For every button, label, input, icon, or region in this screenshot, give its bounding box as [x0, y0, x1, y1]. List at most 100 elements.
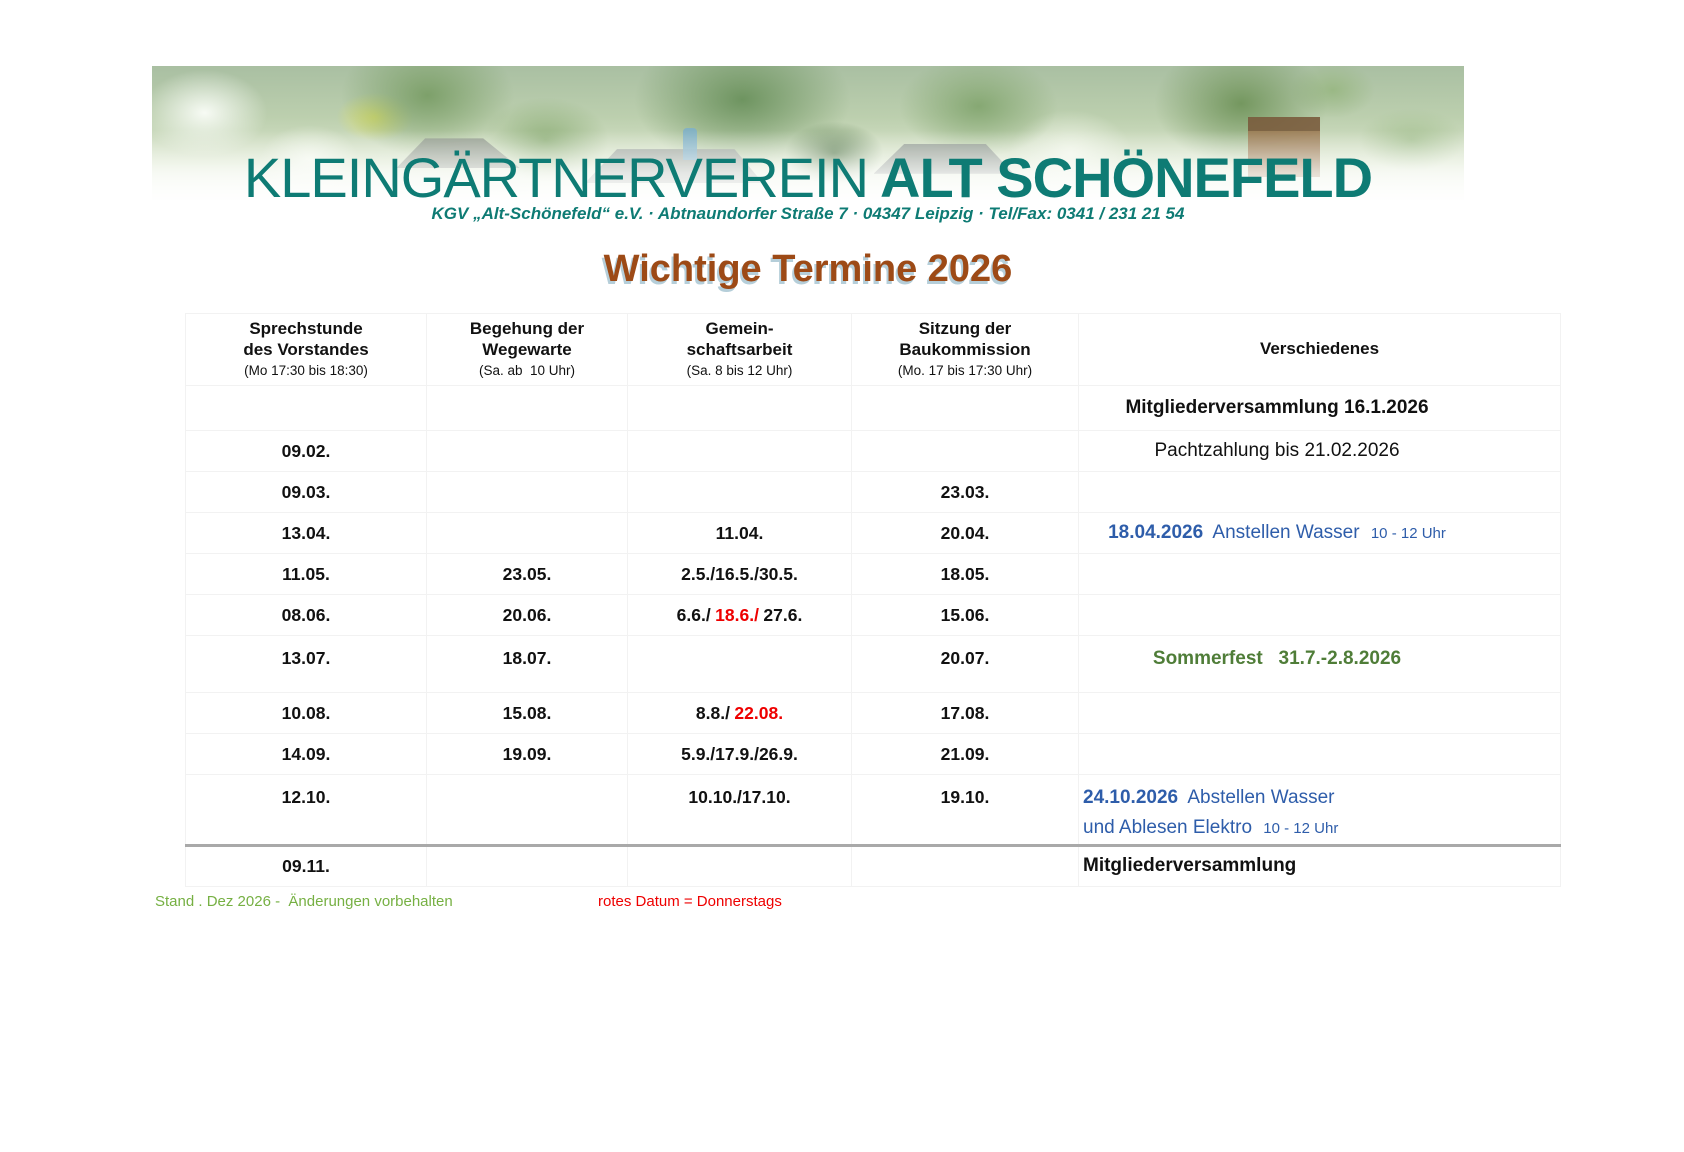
footer-red-legend: rotes Datum = Donnerstags	[598, 892, 782, 910]
table-cell: 21.09.	[851, 733, 1079, 775]
cell-text: 10.10./17.10.	[688, 787, 791, 807]
cell-line: 09.02.	[186, 437, 426, 466]
banner-fade-overlay	[152, 66, 1464, 200]
table-cell	[1078, 733, 1561, 775]
table-cell: 20.06.	[426, 594, 628, 636]
table-cell: 11.05.	[185, 553, 427, 595]
table-cell: 13.07.	[185, 635, 427, 693]
cell-text: 19.09.	[502, 743, 552, 764]
table-cell: 18.07.	[426, 635, 628, 693]
table-cell: 6.6./ 18.6./ 27.6.	[627, 594, 852, 636]
table-cell: 2.5./16.5./30.5.	[627, 553, 852, 595]
table-header: Sprechstunde des Vorstandes (Mo 17:30 bis …	[185, 313, 1561, 386]
page: KLEINGÄRTNERVEREIN ALT SCHÖNEFELD KGV „Al…	[152, 0, 1561, 915]
cell-line: 13.07.	[186, 644, 426, 673]
table-cell: 5.9./17.9./26.9.	[627, 733, 852, 775]
cell-line: Mitgliederversammlung 16.1.2026	[1079, 393, 1475, 423]
column-header-title: Verschiedenes	[1259, 339, 1380, 359]
cell-text: 22.08.	[734, 702, 784, 723]
table-cell: 14.09.	[185, 733, 427, 775]
column-header-subtitle: (Sa. 8 bis 12 Uhr)	[686, 362, 793, 378]
table-cell	[627, 471, 852, 513]
cell-text: 6.6./	[676, 604, 711, 625]
table-cell: 23.05.	[426, 553, 628, 595]
club-name-heading: KLEINGÄRTNERVEREIN ALT SCHÖNEFELD	[152, 150, 1464, 206]
table-row: 09.02. Pachtzahlung bis 21.02.2026	[185, 430, 1561, 472]
column-header-subtitle: (Sa. ab 10 Uhr)	[478, 362, 576, 378]
cell-text: 21.09.	[940, 743, 990, 764]
cell-text: 14.09.	[281, 743, 331, 764]
cell-line: 13.04.	[186, 519, 426, 548]
table-cell: 10.08.	[185, 692, 427, 734]
cell-text: 09.11.	[282, 855, 330, 876]
column-header: Verschiedenes	[1078, 313, 1561, 386]
cell-line: 2.5./16.5./30.5.	[628, 560, 851, 589]
table-row: 13.04. 11.04. 20.04. 18.04.2026 Anstelle…	[185, 512, 1561, 554]
cell-text: 11.05.	[282, 563, 330, 584]
table-cell	[851, 430, 1079, 472]
column-header-title: Begehung der	[469, 319, 585, 339]
cell-text: 24.10.2026	[1083, 787, 1179, 808]
cell-text: 13.07.	[281, 648, 331, 668]
cell-line: Sommerfest 31.7.-2.8.2026	[1079, 644, 1475, 674]
table-cell: 13.04.	[185, 512, 427, 554]
table-cell: 09.02.	[185, 430, 427, 472]
table-cell	[1078, 594, 1561, 636]
footer-stand-note: Stand . Dez 2026 - Änderungen vorbehalte…	[155, 892, 453, 910]
cell-text: 27.6.	[763, 604, 803, 625]
footnotes: Stand . Dez 2026 - Änderungen vorbehalte…	[152, 893, 1464, 915]
table-cell: 08.06.	[185, 594, 427, 636]
column-header-subtitle: (Mo. 17 bis 17:30 Uhr)	[897, 362, 1033, 378]
cell-line: 11.04.	[628, 519, 851, 548]
table-row: 10.08. 15.08. 8.8./ 22.08. 17.08.	[185, 692, 1561, 734]
table-cell: 19.09.	[426, 733, 628, 775]
cell-line: 18.05.	[852, 560, 1078, 589]
table-cell: 19.10.	[851, 774, 1079, 846]
table-cell: 09.11.	[185, 843, 427, 887]
table-cell	[426, 385, 628, 431]
club-name-regular: KLEINGÄRTNERVEREIN	[243, 146, 869, 209]
table-cell: 10.10./17.10.	[627, 774, 852, 846]
cell-line: 19.09.	[427, 740, 627, 769]
cell-text: 09.02.	[281, 440, 331, 461]
cell-line: 15.08.	[427, 699, 627, 728]
banner-photo: KLEINGÄRTNERVEREIN ALT SCHÖNEFELD	[152, 66, 1464, 206]
cell-text: 10 - 12 Uhr	[1370, 524, 1446, 542]
cell-text: Mitgliederversammlung 16.1.2026	[1125, 396, 1429, 418]
cell-text: 19.10.	[940, 787, 990, 807]
table-cell: 09.03.	[185, 471, 427, 513]
cell-line: Mitgliederversammlung	[1083, 851, 1560, 881]
table-cell: 15.08.	[426, 692, 628, 734]
cell-text: 18.05.	[940, 563, 990, 584]
table-cell	[185, 385, 427, 431]
cell-line: 24.10.2026 Abstellen Wasser	[1083, 783, 1560, 813]
cell-text: 20.06.	[502, 604, 552, 625]
table-header-row: Sprechstunde des Vorstandes (Mo 17:30 bis …	[185, 313, 1561, 386]
cell-line: 21.09.	[852, 740, 1078, 769]
column-header-title: Baukommission	[899, 340, 1031, 360]
column-header-title: Sitzung der	[918, 319, 1012, 339]
table-cell: 20.07.	[851, 635, 1079, 693]
cell-line: 15.06.	[852, 601, 1078, 630]
table-cell: 24.10.2026 Abstellen Wasser und Ablesen …	[1078, 774, 1561, 846]
cell-line: 8.8./ 22.08.	[628, 699, 851, 728]
table-cell	[426, 774, 628, 846]
cell-text: 09.03.	[281, 481, 331, 502]
cell-text: 18.04.2026	[1108, 521, 1204, 543]
column-header-title: des Vorstandes	[243, 340, 369, 360]
table-row: 11.05. 23.05. 2.5./16.5./30.5. 18.05.	[185, 553, 1561, 595]
cell-line: 12.10.	[186, 783, 426, 812]
cell-text: 12.10.	[281, 787, 331, 807]
table-cell	[851, 843, 1079, 887]
table-cell	[627, 430, 852, 472]
table-body: Mitgliederversammlung 16.1.2026 09.02. P…	[185, 385, 1561, 887]
table-row: 13.07. 18.07. 20.07. Sommerfest 31.7.-2.…	[185, 635, 1561, 693]
table-cell: 18.05.	[851, 553, 1079, 595]
termine-table: Sprechstunde des Vorstandes (Mo 17:30 bis …	[185, 313, 1561, 887]
cell-text: und Ablesen Elektro	[1083, 817, 1253, 839]
cell-text: 11.04.	[715, 522, 764, 543]
table-cell	[1078, 471, 1561, 513]
cell-text: Sommerfest 31.7.-2.8.2026	[1152, 648, 1402, 669]
table-row: 09.03. 23.03.	[185, 471, 1561, 513]
table-cell: 17.08.	[851, 692, 1079, 734]
